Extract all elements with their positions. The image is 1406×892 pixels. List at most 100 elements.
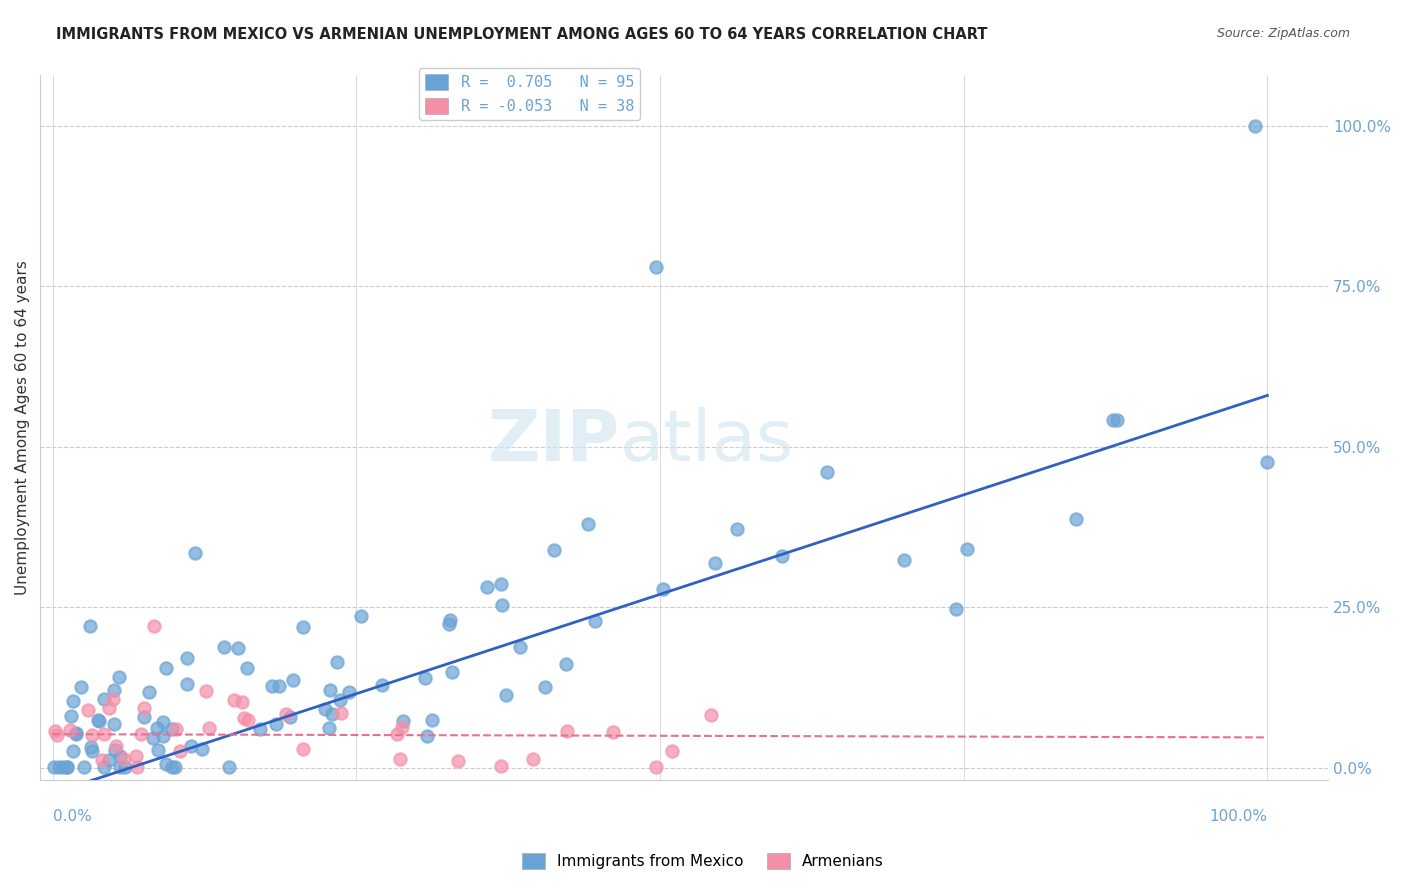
Point [155, 661, 177, 675]
Point [132, 709, 155, 723]
Point [69, 680, 91, 694]
Point [169, 744, 191, 758]
Point [236, 713, 259, 727]
Point [441, 665, 464, 679]
Point [226, 641, 249, 656]
Point [55, 760, 77, 774]
Point [661, 744, 683, 758]
Point [278, 710, 301, 724]
Point [815, 465, 838, 479]
Point [318, 722, 340, 736]
Point [325, 655, 347, 669]
Point [291, 742, 314, 756]
Point [125, 749, 148, 764]
Point [224, 693, 246, 707]
Point [176, 651, 198, 665]
Point [112, 752, 135, 766]
Point [391, 720, 413, 734]
Point [1256, 455, 1278, 469]
Point [281, 673, 304, 688]
Point [103, 717, 125, 731]
Point [180, 739, 202, 754]
Point [98, 753, 121, 767]
Point [583, 614, 606, 628]
Point [93, 760, 115, 774]
Point [79, 619, 101, 633]
Point [105, 739, 128, 754]
Point [388, 752, 411, 766]
Point [93, 727, 115, 741]
Point [56, 760, 79, 774]
Point [152, 715, 174, 730]
Point [475, 581, 498, 595]
Point [235, 661, 257, 675]
Point [260, 679, 283, 693]
Point [87, 713, 110, 727]
Point [554, 657, 576, 671]
Point [129, 726, 152, 740]
Point [652, 582, 675, 596]
Point [132, 701, 155, 715]
Point [956, 542, 979, 557]
Point [350, 608, 373, 623]
Point [62, 743, 84, 757]
Point [176, 677, 198, 691]
Legend: Immigrants from Mexico, Armenians: Immigrants from Mexico, Armenians [516, 847, 890, 875]
Point [700, 707, 723, 722]
Point [104, 743, 127, 757]
Point [46, 728, 69, 742]
Y-axis label: Unemployment Among Ages 60 to 64 years: Unemployment Among Ages 60 to 64 years [15, 260, 30, 595]
Point [138, 685, 160, 699]
Point [391, 714, 413, 728]
Text: 100.0%: 100.0% [1209, 809, 1267, 824]
Point [82, 728, 104, 742]
Point [44, 760, 66, 774]
Point [73, 760, 96, 774]
Point [160, 722, 183, 736]
Point [415, 729, 437, 743]
Point [1064, 511, 1087, 525]
Point [1102, 413, 1125, 427]
Point [267, 679, 290, 693]
Point [142, 731, 165, 745]
Point [420, 713, 443, 727]
Point [893, 553, 915, 567]
Point [337, 685, 360, 699]
Point [103, 683, 125, 698]
Point [108, 760, 131, 774]
Point [165, 722, 187, 736]
Point [160, 760, 183, 774]
Point [108, 670, 131, 684]
Point [522, 752, 544, 766]
Point [437, 616, 460, 631]
Point [143, 619, 166, 633]
Point [645, 760, 668, 774]
Point [704, 557, 727, 571]
Point [59, 709, 82, 723]
Point [80, 740, 103, 755]
Point [578, 517, 600, 532]
Point [48, 760, 70, 774]
Point [1244, 119, 1267, 133]
Point [543, 542, 565, 557]
Text: IMMIGRANTS FROM MEXICO VS ARMENIAN UNEMPLOYMENT AMONG AGES 60 TO 64 YEARS CORREL: IMMIGRANTS FROM MEXICO VS ARMENIAN UNEMP… [56, 27, 988, 42]
Point [191, 742, 214, 756]
Point [447, 754, 470, 768]
Point [602, 725, 624, 739]
Point [314, 701, 336, 715]
Point [509, 640, 531, 654]
Text: Source: ZipAtlas.com: Source: ZipAtlas.com [1216, 27, 1350, 40]
Point [330, 706, 353, 720]
Point [184, 546, 207, 560]
Point [93, 692, 115, 706]
Point [1105, 413, 1128, 427]
Point [264, 717, 287, 731]
Point [65, 726, 87, 740]
Point [319, 683, 342, 698]
Point [163, 760, 186, 774]
Text: ZIP: ZIP [488, 407, 620, 476]
Point [108, 749, 131, 764]
Point [371, 678, 394, 692]
Text: 0.0%: 0.0% [52, 809, 91, 824]
Point [249, 723, 271, 737]
